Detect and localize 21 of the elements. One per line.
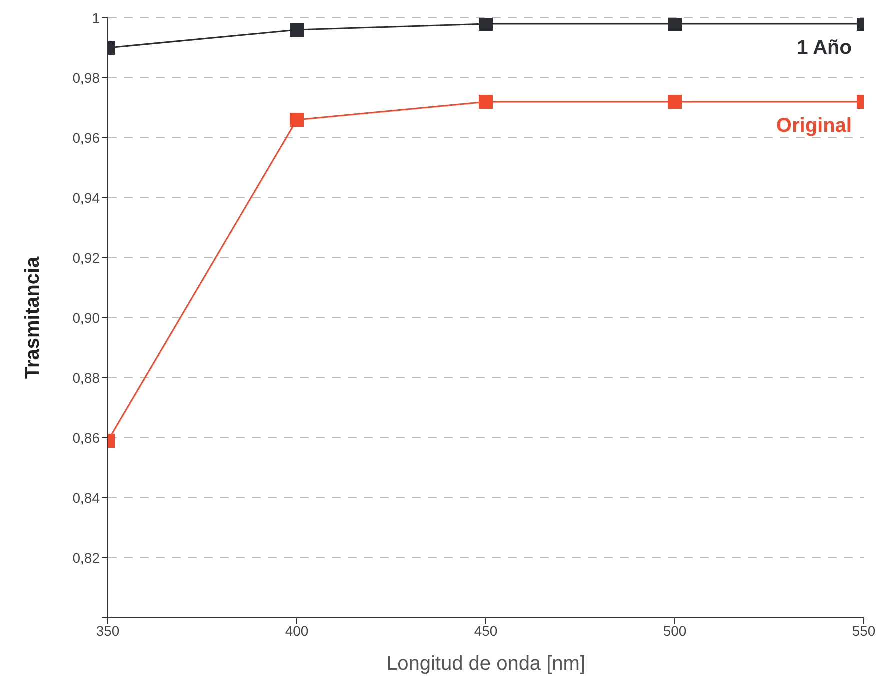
x-tick-label: 400 xyxy=(285,622,309,639)
y-tick-label: 0,82 xyxy=(72,550,100,566)
point xyxy=(479,95,493,109)
y-axis-title: Trasmitancia xyxy=(22,256,44,380)
x-tick-label: 350 xyxy=(96,622,120,639)
y-tick-label: 0,88 xyxy=(72,370,100,386)
y-tick-label: 1 xyxy=(92,10,100,26)
y-tick-label: 0,98 xyxy=(72,70,100,86)
y-tick-label: 0,96 xyxy=(72,130,100,146)
y-tick-label: 0,90 xyxy=(72,310,100,326)
x-tick-label: 500 xyxy=(663,622,687,639)
y-tick-label: 0,94 xyxy=(72,190,100,206)
x-axis-title: Longitud de onda [nm] xyxy=(386,653,586,675)
series-label: Original xyxy=(776,115,852,137)
x-tick-label: 450 xyxy=(474,622,498,639)
y-tick-label: 0,86 xyxy=(72,430,100,446)
y-tick-label: 0,84 xyxy=(72,490,100,506)
x-tick-label: 550 xyxy=(852,622,876,639)
point xyxy=(479,18,493,31)
y-tick-label: 0,92 xyxy=(72,250,100,266)
series-label: 1 Año xyxy=(797,37,852,59)
